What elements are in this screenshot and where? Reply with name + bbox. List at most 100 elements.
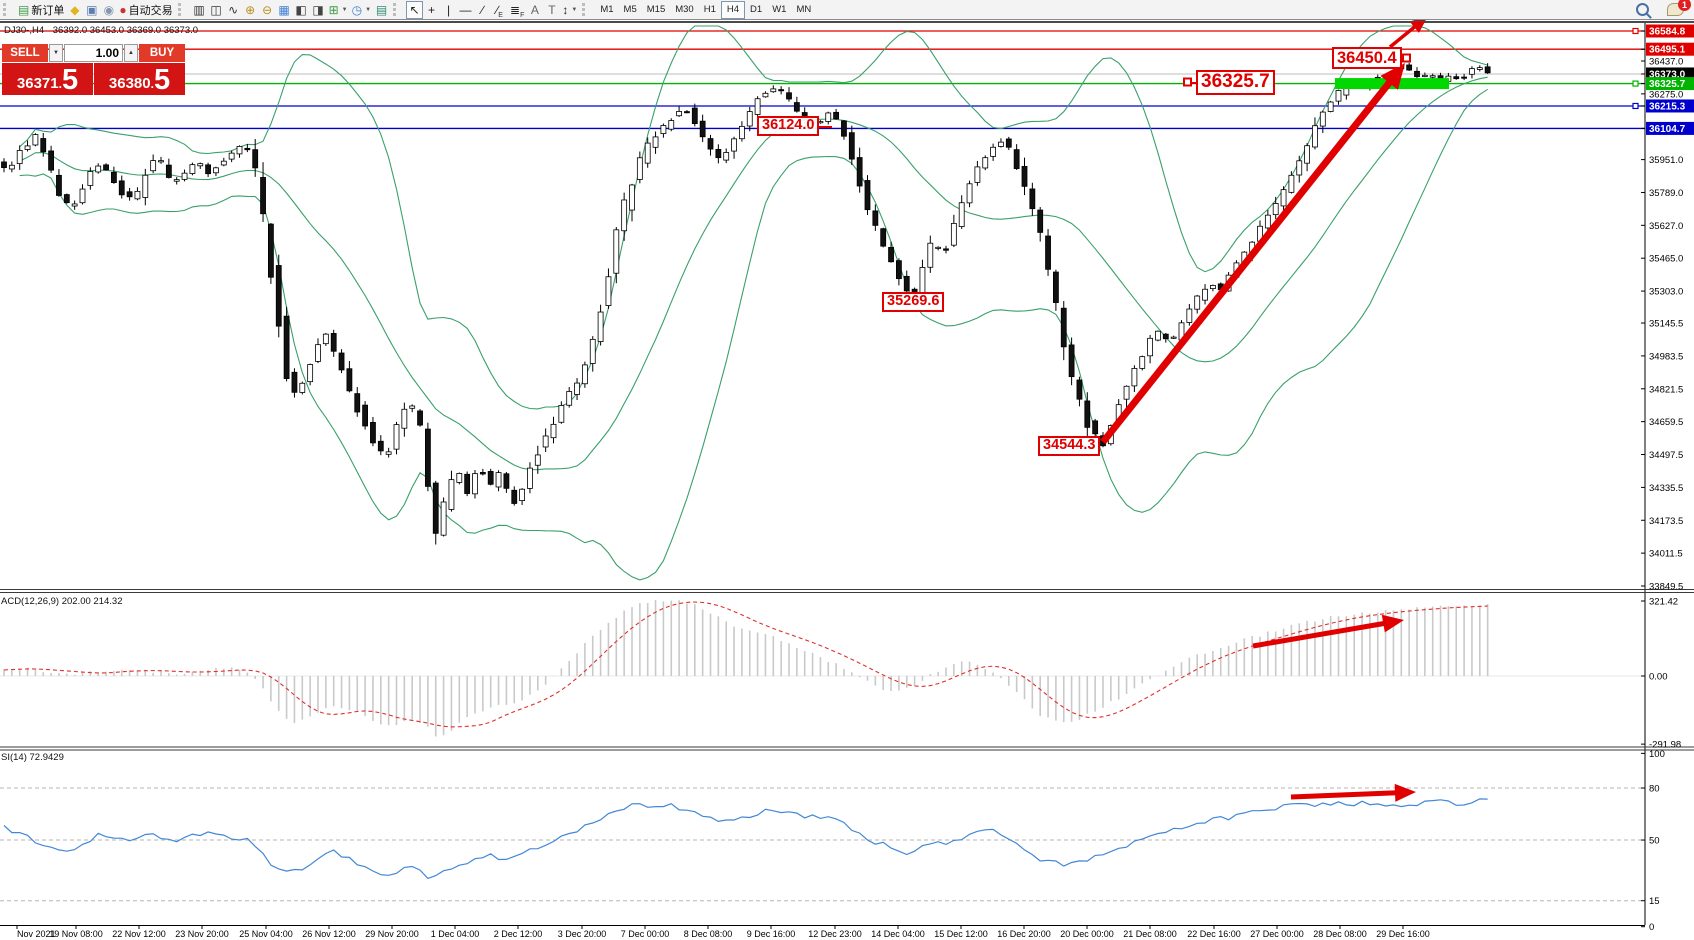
line-handle[interactable] <box>1632 80 1639 87</box>
time-axis-label: 2 Dec 12:00 <box>494 929 543 939</box>
fibonacci-button[interactable]: ≣ F <box>508 1 526 19</box>
price-annotation[interactable]: 35269.6 <box>882 292 945 312</box>
breakout-arrow[interactable] <box>1388 16 1428 49</box>
buy-price[interactable]: 36380 . 5 <box>94 63 185 95</box>
signals-button[interactable]: ◉ <box>100 1 117 19</box>
annotation-leader <box>1190 82 1198 85</box>
tf-button-M1[interactable]: M1 <box>600 4 614 15</box>
toolbar-file-group: ▤ 新订单 ◆ ▣ ◉ ● 自动交易 <box>16 1 175 19</box>
notifications-icon[interactable]: 1 <box>1667 0 1691 16</box>
channel-button[interactable]: ∕ E <box>491 1 508 19</box>
price-axis-label: 36215.3 <box>1649 101 1686 112</box>
price-axis-label: 35465.0 <box>1649 254 1683 265</box>
label-button-icon: T <box>548 2 556 17</box>
tf-button-W1[interactable]: W1 <box>772 4 787 15</box>
line-handle[interactable] <box>1632 27 1639 35</box>
macd-axis-label: -291.98 <box>1649 740 1681 751</box>
time-axis-label: 22 Nov 12:00 <box>112 929 166 939</box>
template-button[interactable]: ▤ <box>373 1 390 19</box>
trendline-button-icon: ∕ <box>481 2 484 17</box>
label-button[interactable]: T <box>543 1 560 19</box>
price-annotation[interactable]: 34544.3 <box>1038 436 1101 456</box>
chart-title: DJ30-,H4 36392.0 36453.0 36369.0 36373.0 <box>4 25 198 36</box>
pane-frames <box>0 22 1694 926</box>
trendline-button[interactable]: ∕ <box>474 1 491 19</box>
price-axis-label: 35145.5 <box>1649 319 1683 330</box>
zoom-out-button[interactable]: ⊖ <box>259 1 276 19</box>
new-chart-button[interactable]: ⊞ ▼ <box>327 1 350 19</box>
price-axis-label: 35627.0 <box>1649 221 1683 232</box>
bar-chart-button[interactable]: ▥ <box>191 1 208 19</box>
cursor-button[interactable]: ↖ <box>406 0 424 19</box>
tf-button-MN[interactable]: MN <box>796 4 812 15</box>
search-icon[interactable] <box>1636 3 1649 16</box>
tf-button-H4[interactable]: H4 <box>720 0 746 19</box>
price-axis-label: 36325.7 <box>1649 79 1686 90</box>
new-order-button[interactable]: ▤ 新订单 <box>16 1 66 19</box>
horizontal-line-button[interactable]: — <box>457 1 474 19</box>
sell-price[interactable]: 36371 . 5 <box>2 63 93 95</box>
new-chart-button-icon: ⊞ <box>328 2 339 17</box>
buy-button[interactable]: BUY <box>139 44 185 62</box>
price-axis-label: 36104.7 <box>1649 124 1686 135</box>
arrange-horizontal-button[interactable]: ◧ <box>293 1 310 19</box>
arrange-vertical-button[interactable]: ◨ <box>310 1 327 19</box>
time-axis-label: 9 Dec 16:00 <box>747 929 796 939</box>
rsi-trend-arrow[interactable] <box>1290 783 1416 802</box>
market-watch-button[interactable]: ▣ <box>83 1 100 19</box>
rsi-axis-label: 80 <box>1649 784 1660 795</box>
toolbar-separator <box>177 3 187 16</box>
volume-decrease-button[interactable]: ▼ <box>49 44 63 62</box>
toolbar-right-group: 1 <box>1636 0 1694 16</box>
trend-arrow[interactable] <box>1100 63 1405 445</box>
new-chart-button-caret[interactable]: ▼ <box>341 6 348 13</box>
arrows-button[interactable]: ↕ ▼ <box>560 1 579 19</box>
rsi-axis-label: 100 <box>1649 749 1665 760</box>
price-axis-label: 36275.0 <box>1649 89 1683 100</box>
styler-button[interactable]: ◆ <box>66 1 83 19</box>
annotation-handle[interactable] <box>1401 53 1411 63</box>
tf-button-D1[interactable]: D1 <box>750 4 763 15</box>
tf-button-M15[interactable]: M15 <box>646 4 666 15</box>
vertical-line-button-icon: | <box>446 2 451 17</box>
tf-button-M5[interactable]: M5 <box>623 4 637 15</box>
macd-axis-label: 321.42 <box>1649 596 1678 607</box>
price-annotation[interactable]: 36124.0 <box>757 116 833 136</box>
volume-increase-button[interactable]: ▲ <box>124 44 138 62</box>
price-axis-label: 34983.5 <box>1649 351 1683 362</box>
period-button-caret[interactable]: ▼ <box>365 6 372 13</box>
volume-input[interactable] <box>64 44 123 62</box>
time-axis-label: Nov 2021 <box>17 929 56 939</box>
price-axis-label: 35789.0 <box>1649 188 1683 199</box>
macd-trend-arrow[interactable] <box>1252 614 1404 649</box>
zoom-in-button[interactable]: ⊕ <box>242 1 259 19</box>
text-button[interactable]: A <box>526 1 543 19</box>
crosshair-button[interactable]: + <box>423 1 440 19</box>
rsi-pane: 100 80 50 15 0 <box>0 749 1665 933</box>
period-button[interactable]: ◷ ▼ <box>350 1 373 19</box>
new-order-button-icon: ▤ <box>18 2 30 17</box>
tile-windows-button[interactable]: ▦ <box>276 1 293 19</box>
time-axis-label: 19 Nov 08:00 <box>49 929 103 939</box>
tf-button-M30[interactable]: M30 <box>675 4 694 15</box>
candle-chart-button[interactable]: ◫ <box>208 1 225 19</box>
time-axis-label: 23 Nov 20:00 <box>175 929 229 939</box>
time-axis-label: 25 Nov 04:00 <box>239 929 293 939</box>
vertical-line-button[interactable]: | <box>440 1 457 19</box>
zoom-in-button-icon: ⊕ <box>245 2 256 17</box>
price-annotation[interactable]: 36325.7 <box>1183 70 1275 95</box>
arrows-button-caret[interactable]: ▼ <box>571 6 578 13</box>
line-chart-button[interactable]: ∿ <box>225 1 242 19</box>
line-handle[interactable] <box>1632 102 1639 110</box>
fibonacci-button-icon: ≣ <box>510 2 521 17</box>
autotrading-button[interactable]: ● 自动交易 <box>117 1 174 19</box>
price-axis-label: 34497.5 <box>1649 450 1683 461</box>
toolbar-timeframe-group: M1 M5 M15 M30 H1 H4 D1 W1 MN <box>595 0 816 19</box>
tf-button-H1[interactable]: H1 <box>703 4 716 15</box>
time-axis-label: 20 Dec 00:00 <box>1060 929 1114 939</box>
price-annotation[interactable]: 36450.4 <box>1332 47 1411 70</box>
sell-button[interactable]: SELL <box>2 44 48 62</box>
